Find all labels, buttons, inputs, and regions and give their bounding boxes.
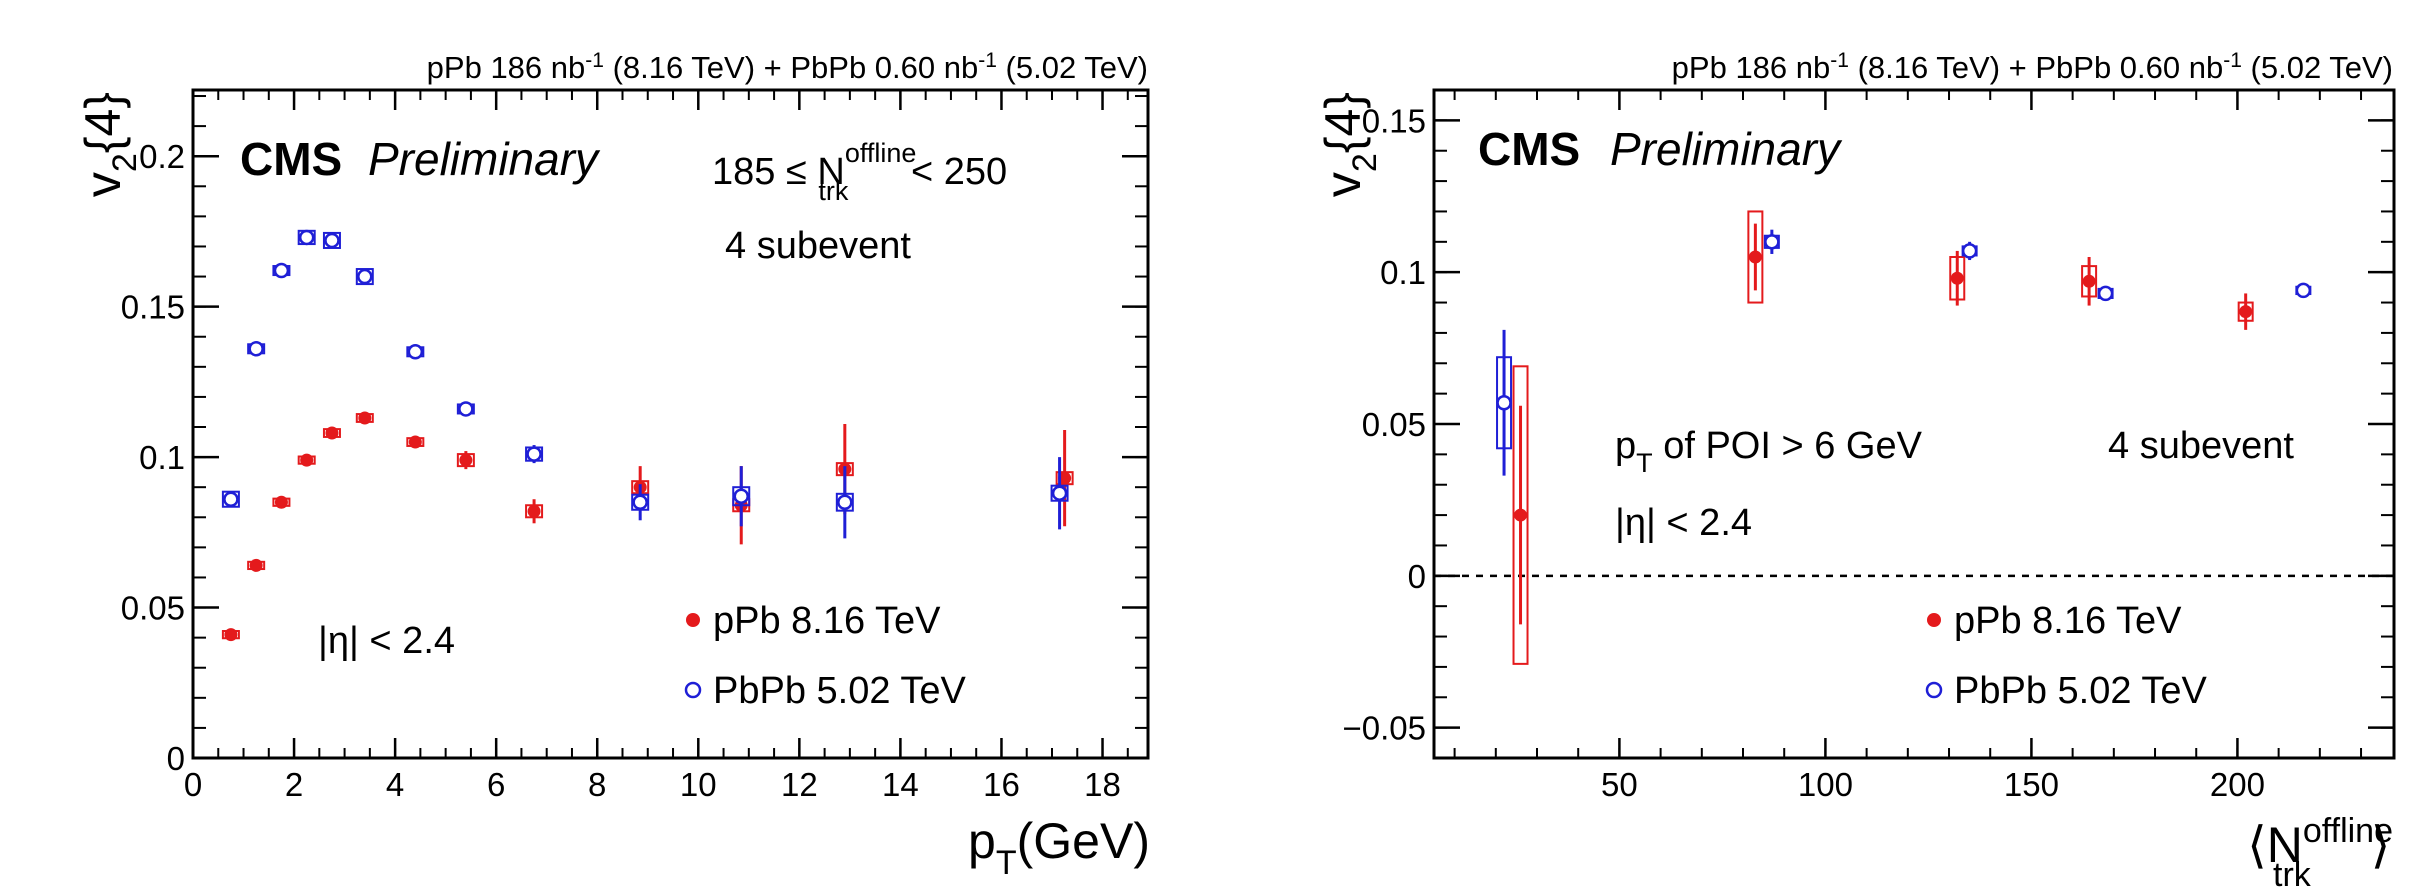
left-preliminary-label: Preliminary bbox=[368, 133, 601, 185]
left-x-tick-label: 18 bbox=[1084, 766, 1121, 803]
left-x-tick-label: 14 bbox=[882, 766, 919, 803]
right-ppb-sys-box bbox=[1512, 365, 1529, 665]
right-legend-pbpb-label: PbPb 5.02 TeV bbox=[1954, 670, 2207, 712]
right-y-axis-title: v2{4} bbox=[1315, 92, 1384, 197]
left-ppb-point bbox=[325, 426, 339, 440]
right-header: pPb 186 nb-1 (8.16 TeV) + PbPb 0.60 nb-1… bbox=[1672, 49, 2393, 85]
left-pbpb-point bbox=[1051, 485, 1068, 501]
right-y-tick-label: 0.1 bbox=[1380, 254, 1426, 291]
right-legend-pbpb-marker bbox=[1925, 681, 1943, 699]
left-ppb-point bbox=[358, 411, 372, 425]
left-x-tick-label: 0 bbox=[184, 766, 202, 803]
left-y-tick-label: 0.1 bbox=[139, 439, 185, 476]
left-pbpb-sys-box bbox=[835, 492, 854, 512]
left-ppb-point bbox=[249, 558, 263, 572]
left-legend-pbpb-label: PbPb 5.02 TeV bbox=[713, 670, 966, 712]
left-ppb-point bbox=[527, 504, 541, 518]
right-pbpb-point bbox=[2295, 282, 2312, 299]
left-ppb-point bbox=[1058, 471, 1072, 485]
right-ppb-point bbox=[2082, 274, 2096, 288]
left-ppb-point bbox=[274, 495, 288, 509]
right-ppb-point bbox=[2239, 305, 2253, 319]
left-x-tick-label: 8 bbox=[588, 766, 606, 803]
left-selection-label: 185 ≤ Noffline trk < 250 bbox=[712, 138, 1007, 206]
right-y-tick-label: 0 bbox=[1408, 558, 1426, 595]
left-x-axis-title: pT(GeV) bbox=[968, 813, 1150, 882]
left-legend-ppb-marker bbox=[686, 613, 700, 627]
left-data-marks bbox=[221, 229, 1074, 642]
left-plot-frame bbox=[191, 88, 1150, 760]
left-ppb-point bbox=[224, 628, 238, 642]
right-preliminary-label: Preliminary bbox=[1610, 123, 1843, 175]
right-x-tick-label: 200 bbox=[2210, 766, 2265, 803]
right-panel: pPb 186 nb-1 (8.16 TeV) + PbPb 0.60 nb-1… bbox=[1315, 49, 2396, 894]
left-pbpb-point bbox=[837, 494, 853, 510]
left-pbpb-point bbox=[248, 341, 264, 357]
left-pbpb-point bbox=[357, 268, 373, 285]
right-pbpb-point bbox=[1496, 394, 1512, 411]
right-x-tick-label: 100 bbox=[1798, 766, 1853, 803]
left-y-tick-label: 0.2 bbox=[139, 138, 185, 175]
right-data-marks bbox=[1496, 210, 2312, 665]
right-legend-ppb-marker bbox=[1927, 613, 1941, 627]
right-y-tick-label: 0.15 bbox=[1362, 102, 1426, 139]
left-x-tick-label: 10 bbox=[680, 766, 717, 803]
right-ppb-sys-box bbox=[2081, 265, 2098, 298]
right-ppb-point bbox=[1748, 250, 1762, 264]
right-cms-label: CMS bbox=[1478, 123, 1580, 175]
right-eta-label: |η| < 2.4 bbox=[1615, 502, 1752, 544]
left-y-tick-label: 0.15 bbox=[121, 289, 185, 326]
left-eta-label: |η| < 2.4 bbox=[318, 620, 455, 662]
left-x-tick-label: 2 bbox=[285, 766, 303, 803]
right-pbpb-point bbox=[1764, 234, 1780, 250]
left-axis-ticks: 0 2 4 6 8 10 12 14 16 18 0 0.05 0.1 0.15 0.2 bbox=[121, 90, 1148, 803]
right-plot-frame bbox=[1432, 88, 2396, 760]
right-ppb-sys-box bbox=[1747, 210, 1764, 304]
left-subevent-label: 4 subevent bbox=[725, 225, 911, 267]
left-pbpb-point bbox=[526, 446, 542, 462]
left-pbpb-point bbox=[407, 344, 424, 360]
right-x-tick-label: 50 bbox=[1601, 766, 1638, 803]
left-cms-label: CMS bbox=[240, 133, 342, 185]
left-y-tick-label: 0.05 bbox=[121, 590, 185, 627]
left-x-tick-label: 4 bbox=[386, 766, 404, 803]
left-legend-ppb-label: pPb 8.16 TeV bbox=[713, 600, 941, 642]
right-legend: pPb 8.16 TeV PbPb 5.02 TeV bbox=[1925, 600, 2207, 712]
left-pbpb-sys-box bbox=[732, 486, 751, 507]
left-pbpb-point bbox=[324, 232, 340, 249]
left-pbpb-point bbox=[273, 262, 290, 279]
right-ppb-point bbox=[1514, 508, 1528, 522]
left-x-tick-label: 12 bbox=[781, 766, 818, 803]
right-ppb-sys-box bbox=[1949, 256, 1966, 301]
right-ppb-point bbox=[1950, 271, 1964, 285]
left-ppb-point bbox=[300, 453, 314, 467]
left-header: pPb 186 nb-1 (8.16 TeV) + PbPb 0.60 nb-1… bbox=[427, 49, 1148, 85]
left-y-axis-title: v2{4} bbox=[75, 92, 144, 197]
left-panel: pPb 186 nb-1 (8.16 TeV) + PbPb 0.60 nb-1… bbox=[75, 49, 1150, 882]
right-pbpb-point bbox=[1961, 243, 1978, 259]
right-ppb-sys-box bbox=[2237, 301, 2254, 322]
right-y-tick-label: 0.05 bbox=[1362, 406, 1426, 443]
left-legend-pbpb-marker bbox=[684, 681, 702, 699]
left-pbpb-point bbox=[458, 401, 474, 417]
left-ppb-point bbox=[459, 453, 473, 467]
right-subevent-label: 4 subevent bbox=[2108, 425, 2294, 467]
left-pbpb-point bbox=[733, 488, 749, 504]
left-pbpb-point bbox=[298, 229, 315, 246]
left-pbpb-point bbox=[632, 494, 648, 510]
right-x-tick-label: 150 bbox=[2004, 766, 2059, 803]
left-x-tick-label: 6 bbox=[487, 766, 505, 803]
right-y-tick-label: −0.05 bbox=[1343, 710, 1427, 747]
right-axis-ticks: 50 100 150 200 −0.05 0 0.05 0.1 0.15 bbox=[1343, 90, 2394, 803]
right-legend-ppb-label: pPb 8.16 TeV bbox=[1954, 600, 2182, 642]
left-pbpb-point bbox=[223, 491, 239, 507]
right-pbpb-point bbox=[2097, 285, 2114, 302]
right-x-axis-title: ⟨Noffline trk⟩ bbox=[2247, 812, 2393, 894]
right-poi-label: pT of POI > 6 GeV bbox=[1615, 425, 1923, 478]
left-ppb-point bbox=[408, 435, 422, 449]
left-legend: pPb 8.16 TeV PbPb 5.02 TeV bbox=[684, 600, 966, 712]
left-y-tick-label: 0 bbox=[167, 740, 185, 777]
left-x-tick-label: 16 bbox=[983, 766, 1020, 803]
